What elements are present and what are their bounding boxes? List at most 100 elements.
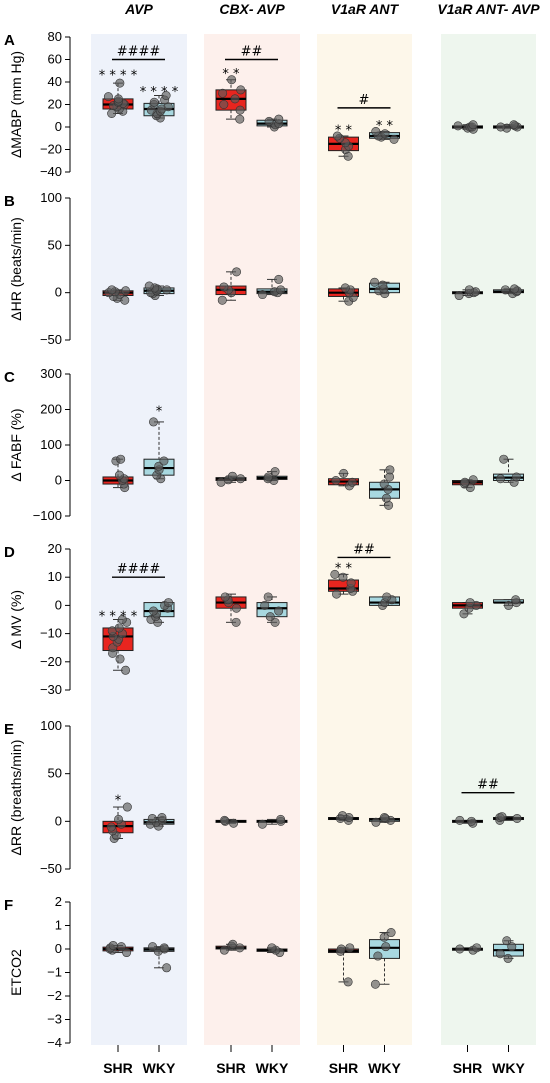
data-point	[386, 928, 396, 938]
y-axis-label: ΔHR (beats/min)	[8, 217, 24, 320]
y-axis-label: ΔRR (breaths/min)	[8, 740, 24, 856]
y-tick-label: 60	[48, 52, 62, 67]
y-tick-label: 10	[48, 569, 62, 584]
y-tick-label: −20	[40, 654, 62, 669]
category-label: WKY	[368, 1060, 401, 1076]
y-tick-label: 80	[48, 29, 62, 44]
data-point	[161, 91, 171, 101]
data-point	[114, 470, 124, 480]
data-point	[373, 951, 383, 961]
y-tick-label: 100	[40, 437, 62, 452]
data-point	[455, 944, 465, 954]
data-point	[231, 603, 241, 613]
data-point	[379, 479, 389, 489]
data-point	[231, 617, 241, 627]
y-tick-label: 50	[48, 237, 62, 252]
data-point	[381, 493, 391, 503]
data-point	[228, 939, 238, 949]
panel-label: D	[4, 544, 15, 561]
y-tick-label: 0	[55, 119, 62, 134]
data-point	[107, 285, 117, 295]
data-point	[495, 949, 505, 959]
group-title: AVP	[124, 1, 153, 17]
data-point	[236, 474, 246, 484]
bracket-label: ##	[353, 542, 375, 557]
data-point	[459, 609, 469, 619]
significance-label: * *	[222, 67, 240, 82]
y-tick-label: 0	[55, 597, 62, 612]
data-point	[509, 120, 519, 130]
data-point	[339, 468, 349, 478]
data-point	[378, 280, 388, 290]
panel-label: B	[4, 193, 15, 210]
y-tick-label: 0	[55, 941, 62, 956]
y-tick-label: −50	[40, 332, 62, 347]
data-point	[148, 606, 158, 616]
data-point	[502, 936, 512, 946]
data-point	[148, 417, 158, 427]
y-tick-label: −40	[40, 164, 62, 179]
y-tick-label: −30	[40, 682, 62, 697]
y-tick-label: 1	[55, 918, 62, 933]
data-point	[219, 282, 229, 292]
data-point	[235, 105, 245, 115]
category-label: SHR	[329, 1060, 359, 1076]
category-label: WKY	[143, 1060, 176, 1076]
data-point	[276, 814, 286, 824]
data-point	[343, 977, 353, 987]
group-title: CBX- AVP	[219, 1, 285, 17]
data-point	[108, 940, 118, 950]
panel-label: A	[4, 32, 15, 49]
y-tick-label: 40	[48, 74, 62, 89]
data-point	[260, 600, 270, 610]
group-background-0	[91, 34, 187, 1045]
data-point	[219, 100, 229, 110]
data-point	[503, 953, 513, 963]
group-title: V1aR ANT- AVP	[437, 1, 540, 17]
data-point	[465, 598, 475, 608]
data-point	[336, 944, 346, 954]
y-axis-label: Δ MV (%)	[8, 590, 24, 649]
y-tick-label: −10	[40, 626, 62, 641]
y-tick-label: 50	[48, 766, 62, 781]
data-point	[389, 134, 399, 144]
y-axis-label: ΔMABP (mm Hg)	[8, 51, 24, 158]
data-point	[509, 284, 519, 294]
data-point	[499, 454, 509, 464]
group-background-2	[317, 34, 412, 1045]
data-point	[472, 943, 482, 953]
data-point	[385, 465, 395, 475]
data-point	[235, 114, 245, 124]
bracket-label: #	[359, 93, 370, 108]
data-point	[236, 85, 246, 95]
data-point	[511, 472, 521, 482]
data-point	[454, 291, 464, 301]
data-point	[220, 592, 230, 602]
y-axis-label: Δ FABF (%)	[8, 408, 24, 481]
data-point	[162, 963, 172, 973]
data-point	[270, 467, 280, 477]
data-point	[371, 817, 381, 827]
y-tick-label: 2	[55, 894, 62, 909]
data-point	[264, 116, 274, 126]
data-point	[500, 285, 510, 295]
panel-B: B −50 0 50 100 ΔHR (beats/min)	[4, 190, 524, 347]
data-point	[507, 942, 517, 952]
data-point	[380, 129, 390, 139]
data-point	[220, 815, 230, 825]
data-point	[345, 943, 355, 953]
bracket-label: ##	[241, 45, 263, 60]
data-point	[274, 606, 284, 616]
data-point	[453, 121, 463, 131]
data-point	[159, 943, 169, 953]
data-point	[122, 802, 132, 812]
data-point	[267, 943, 277, 953]
significance-label: * *	[376, 119, 394, 134]
data-point	[332, 131, 342, 141]
data-point	[257, 819, 267, 829]
data-point	[370, 979, 380, 989]
data-point	[504, 600, 514, 610]
data-point	[122, 948, 132, 958]
data-point	[497, 812, 507, 822]
